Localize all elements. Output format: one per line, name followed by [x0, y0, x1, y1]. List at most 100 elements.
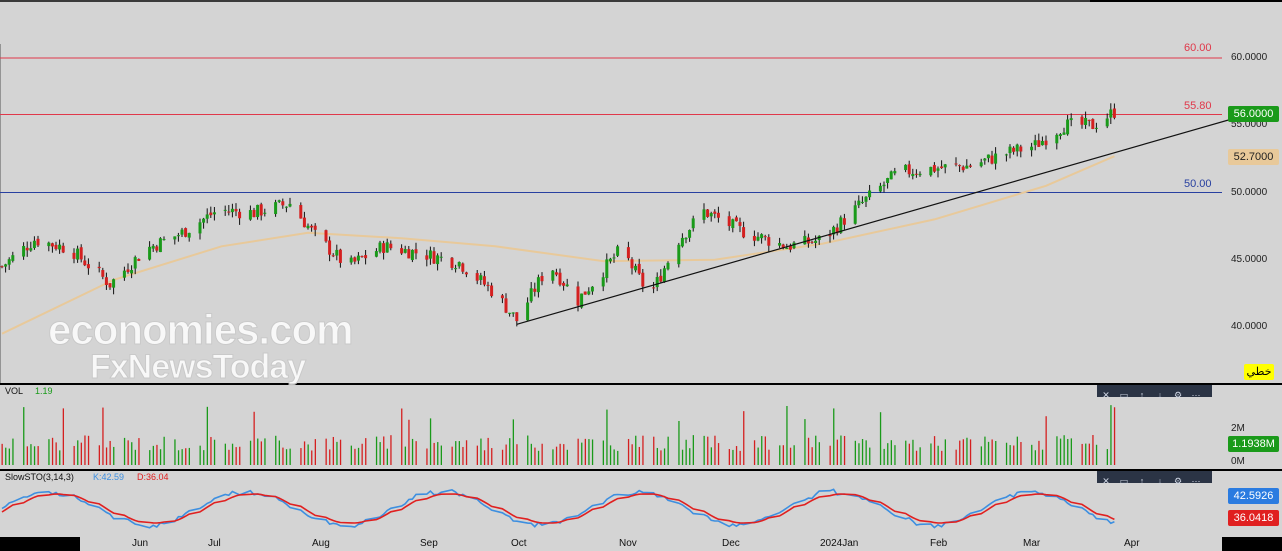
candle-body — [328, 240, 332, 255]
candle-body — [1019, 146, 1023, 152]
arrow-down-icon[interactable]: ↓ — [1157, 476, 1163, 486]
stochastic-pane[interactable] — [0, 471, 1222, 537]
candle-body — [389, 243, 393, 249]
close-icon[interactable]: ✕ — [1102, 390, 1110, 400]
volume-bar — [843, 435, 846, 465]
volume-bar — [458, 441, 460, 465]
candle-body — [536, 277, 540, 293]
close-icon[interactable]: ✕ — [1102, 476, 1110, 486]
trendline — [516, 113, 1248, 325]
candle-body — [97, 266, 101, 269]
volume-bar — [224, 443, 226, 465]
volume-bar — [782, 445, 784, 465]
volume-bar — [890, 440, 892, 465]
x-tick-label: Sep — [420, 538, 438, 549]
price-axis[interactable] — [1222, 2, 1282, 383]
candle-body — [324, 230, 328, 242]
volume-bar — [1038, 440, 1040, 465]
arrow-up-icon[interactable]: ↑ — [1139, 390, 1145, 400]
volume-bar — [1045, 416, 1047, 465]
x-tick-label: Oct — [511, 538, 527, 549]
volume-axis[interactable] — [1222, 385, 1282, 469]
candle-body — [58, 244, 62, 250]
volume-bar — [174, 439, 176, 465]
candle-body — [439, 256, 443, 258]
candle-body — [360, 256, 364, 258]
candle-body — [331, 255, 335, 257]
candle-body — [868, 190, 872, 198]
more-icon[interactable]: ⋯ — [1191, 476, 1201, 486]
volume-bar — [501, 449, 504, 465]
candle-body — [583, 291, 587, 295]
volume-bar — [102, 407, 104, 465]
candle-body — [486, 284, 490, 286]
settings-icon[interactable]: ⚙ — [1173, 476, 1183, 486]
volume-bar — [591, 439, 594, 465]
candle-body — [230, 208, 234, 213]
candle-body — [7, 259, 11, 265]
candle-body — [731, 219, 735, 229]
volume-bar — [483, 450, 486, 465]
volume-bar — [1110, 405, 1112, 465]
volume-bar — [185, 448, 187, 465]
candle-body — [479, 275, 483, 280]
candle-body — [965, 165, 969, 169]
volume-bar — [563, 444, 565, 465]
volume-bar — [1070, 438, 1072, 465]
volume-bar — [991, 439, 993, 465]
candle-body — [576, 286, 580, 306]
candle-body — [691, 218, 695, 229]
y-tick-label: 45.0000 — [1231, 254, 1268, 265]
candle-body — [428, 250, 432, 259]
candle-body — [936, 168, 940, 171]
candle-body — [605, 259, 609, 279]
candle-body — [364, 255, 368, 259]
volume-tick-2m: 2M — [1231, 423, 1245, 434]
chart-type-badge[interactable]: خطي — [1244, 364, 1274, 380]
arrow-up-icon[interactable]: ↑ — [1139, 476, 1145, 486]
volume-bar — [681, 449, 684, 465]
more-icon[interactable]: ⋯ — [1191, 390, 1201, 400]
candle-body — [677, 244, 681, 265]
candle-body — [54, 244, 58, 250]
candle-body — [713, 211, 717, 214]
candle-body — [907, 164, 911, 175]
candle-body — [209, 212, 213, 216]
window-icon[interactable]: ▭ — [1119, 476, 1129, 486]
volume-bar — [757, 447, 759, 465]
window-icon[interactable]: ▭ — [1119, 390, 1129, 400]
settings-icon[interactable]: ⚙ — [1173, 390, 1183, 400]
volume-bar — [231, 443, 234, 465]
candle-body — [0, 266, 4, 268]
volume-bar — [433, 442, 435, 465]
volume-bar — [609, 445, 612, 465]
volume-current: 1.19 — [35, 386, 53, 396]
volume-bar — [505, 444, 507, 465]
volume-bar — [87, 435, 90, 465]
volume-bar — [552, 449, 554, 465]
volume-bar — [1020, 442, 1022, 465]
candle-body — [101, 270, 105, 277]
candle-body — [1105, 118, 1109, 127]
time-axis[interactable] — [80, 537, 1222, 551]
candle-body — [454, 268, 458, 270]
candle-body — [25, 247, 29, 251]
candle-body — [1091, 119, 1095, 129]
candle-body — [187, 232, 191, 238]
volume-bar — [282, 447, 284, 465]
candle-body — [1033, 140, 1037, 146]
arrow-down-icon[interactable]: ↓ — [1157, 390, 1163, 400]
level-label-60: 60.00 — [1184, 42, 1212, 54]
candle-body — [176, 235, 180, 237]
candle-body — [904, 164, 908, 171]
stochastic-axis[interactable] — [1222, 471, 1282, 537]
volume-bar — [80, 442, 82, 465]
volume-bar — [131, 442, 133, 465]
volume-bar — [919, 447, 921, 465]
candle-body — [994, 153, 998, 164]
volume-bar — [203, 450, 205, 465]
candle-body — [151, 245, 155, 249]
candle-body — [958, 165, 962, 167]
volume-bar — [109, 440, 111, 465]
candle-body — [32, 240, 36, 248]
